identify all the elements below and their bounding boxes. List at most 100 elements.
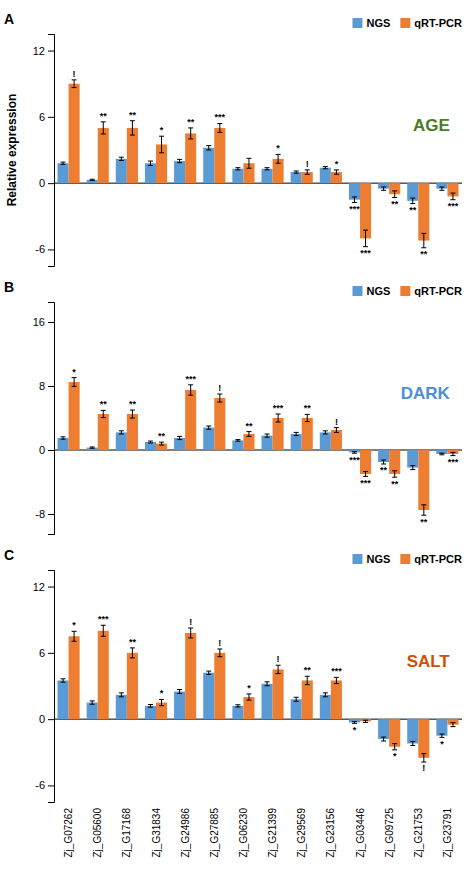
bar	[389, 450, 400, 474]
bar	[116, 432, 127, 450]
bar	[320, 168, 331, 183]
y-tick: 12	[33, 581, 54, 593]
legend-swatch	[352, 18, 362, 28]
error-bar-stem	[336, 170, 337, 174]
zero-line	[54, 183, 462, 184]
error-bar	[72, 80, 77, 88]
error-bar	[450, 452, 455, 455]
panel: -60612*********!!*!******!Zj_G07262Zj_G0…	[4, 547, 462, 857]
significance-label: !	[335, 417, 338, 427]
error-bar-cap	[323, 168, 328, 169]
error-bar-cap	[450, 726, 455, 727]
error-bar	[101, 625, 106, 636]
error-bar-cap	[119, 160, 124, 161]
error-bar-cap	[392, 743, 397, 744]
error-bar-cap	[265, 681, 270, 682]
y-tick-label: 8	[39, 380, 45, 392]
y-tick-mark	[48, 587, 54, 588]
x-tick-label: Zj_G06230	[238, 808, 249, 858]
x-tick-label: Zj_G17168	[121, 808, 132, 858]
bar	[214, 398, 225, 450]
bar	[98, 631, 109, 719]
error-bar-cap	[72, 386, 77, 387]
bar	[69, 636, 80, 719]
y-axis-line	[48, 303, 55, 535]
bar	[291, 434, 302, 450]
error-bar-cap	[392, 197, 397, 198]
error-bar-cap	[72, 641, 77, 642]
error-bar-cap	[381, 737, 386, 738]
error-bar-cap	[421, 762, 426, 763]
error-bar-cap	[235, 441, 240, 442]
bar	[436, 719, 447, 736]
significance-label: *	[160, 125, 164, 135]
error-bar-stem	[336, 677, 337, 683]
x-tick-label: Zj_G24986	[180, 808, 191, 858]
y-tick-mark	[48, 719, 54, 720]
error-bar-cap	[410, 741, 415, 742]
error-bar-cap	[305, 676, 310, 677]
error-bar	[177, 159, 182, 162]
error-bar	[217, 123, 222, 132]
error-bar-stem	[248, 694, 249, 700]
x-tick: Zj_G03446	[355, 808, 366, 858]
y-axis: -60612	[33, 571, 55, 803]
significance-label: ***	[349, 204, 360, 214]
error-bar-stem	[132, 648, 133, 658]
error-bar-cap	[276, 422, 281, 423]
panel-title: DARK	[401, 384, 451, 403]
error-bar-stem	[219, 123, 220, 132]
x-tick: Zj_G09725	[384, 808, 395, 858]
error-bar-cap	[334, 677, 339, 678]
significance-label: *	[72, 367, 76, 377]
significance-label: **	[129, 637, 137, 647]
x-tick-label: Zj_G23791	[442, 808, 453, 858]
error-bar-cap	[119, 434, 124, 435]
bar	[98, 128, 109, 183]
error-bar-stem	[248, 432, 249, 437]
error-bar-cap	[61, 439, 66, 440]
error-bar	[410, 198, 415, 204]
legend-label: NGS	[366, 553, 390, 565]
significance-label: *	[72, 620, 76, 630]
error-bar-cap	[148, 165, 153, 166]
bar	[87, 448, 98, 450]
y-tick-mark	[48, 183, 54, 184]
error-bar-cap	[130, 120, 135, 121]
error-bar-cap	[119, 692, 124, 693]
y-tick: 0	[39, 713, 54, 725]
error-bar-cap	[392, 749, 397, 750]
y-tick: 6	[39, 111, 54, 123]
bar	[360, 450, 371, 474]
error-bar-stem	[161, 699, 162, 705]
significance-label: **	[304, 665, 312, 675]
error-bar-cap	[130, 647, 135, 648]
bar	[116, 695, 127, 719]
zero-line	[54, 719, 462, 720]
error-bar-cap	[119, 157, 124, 158]
bar	[57, 680, 68, 719]
bar	[185, 633, 196, 719]
legend-label: NGS	[366, 17, 390, 29]
error-bar-cap	[421, 247, 426, 248]
error-bar-cap	[159, 442, 164, 443]
error-bar-cap	[217, 394, 222, 395]
error-bar	[61, 437, 66, 439]
error-bar-cap	[246, 158, 251, 159]
error-bar-stem	[336, 428, 337, 433]
error-bar-cap	[206, 674, 211, 675]
error-bar	[276, 414, 281, 422]
error-bar-cap	[439, 190, 444, 191]
error-bar-cap	[276, 673, 281, 674]
error-bar-cap	[334, 169, 339, 170]
error-bar	[439, 734, 444, 737]
error-bar-cap	[148, 441, 153, 442]
error-bar	[188, 385, 193, 395]
error-bar-cap	[421, 504, 426, 505]
legend-swatch	[400, 554, 410, 564]
error-bar-cap	[217, 402, 222, 403]
error-bar-stem	[278, 154, 279, 163]
significance-label: **	[187, 117, 195, 127]
error-bar-cap	[381, 741, 386, 742]
error-bar	[363, 472, 368, 477]
